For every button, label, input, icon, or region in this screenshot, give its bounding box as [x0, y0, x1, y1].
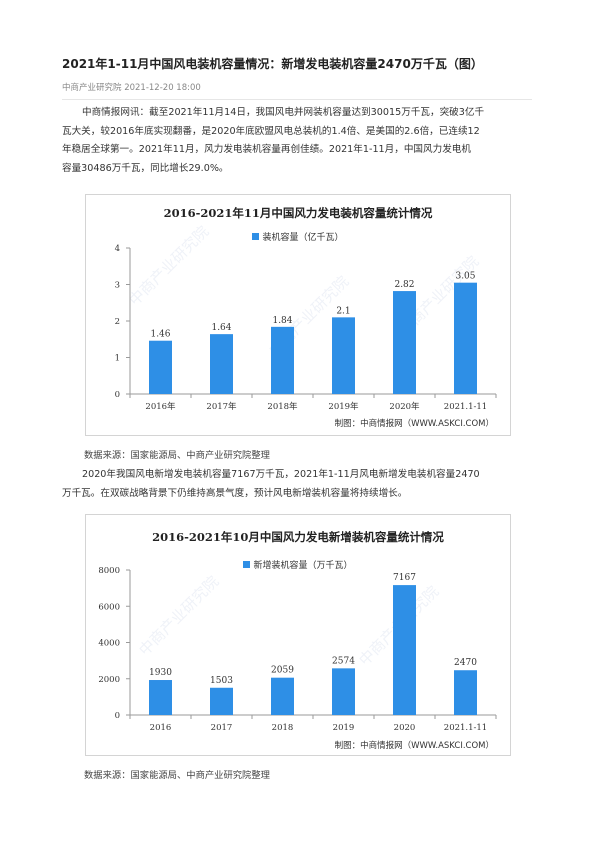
chart-title: 2016-2021年11月中国风力发电装机容量统计情况 — [163, 206, 433, 220]
x-tick-label: 2019 — [333, 723, 355, 733]
bar — [149, 680, 172, 715]
bar — [149, 340, 172, 394]
bar — [393, 585, 416, 715]
data-source-note: 数据来源：国家能源局、中商产业研究院整理 — [84, 450, 270, 461]
bar — [454, 670, 477, 715]
article-title: 2021年1-11月中国风电装机容量情况：新增发电装机容量2470万千瓦（图） — [62, 57, 483, 71]
bar-value-label: 2.1 — [336, 306, 350, 316]
x-tick-label: 2017 — [211, 723, 233, 733]
paragraph-line: 2020年我国风电新增发电装机容量7167万千瓦，2021年1-11月风电新增发… — [82, 469, 480, 480]
y-tick-label: 3 — [115, 281, 120, 291]
new-capacity-chart-plot: 0 2000 4000 6000 8000 1930 2016 1503 2017 2059 201… — [98, 566, 497, 733]
x-tick-label: 2020 — [394, 723, 416, 733]
bar-value-label: 1.84 — [272, 316, 292, 326]
bar — [332, 317, 355, 394]
bar — [210, 334, 233, 394]
bar — [210, 687, 233, 715]
x-tick-label: 2017年 — [206, 401, 237, 412]
capacity-chart: 中商产业研究院 中商产业研究院 中商产业研究院 0 1 2 3 4 1.46 2016年 1.… — [85, 194, 511, 436]
bar — [271, 677, 294, 715]
chart-credit: 制图：中商情报网（WWW.ASKCI.COM） — [334, 419, 494, 429]
y-tick-label: 0 — [115, 711, 120, 721]
chart-legend: 装机容量（亿千瓦） — [86, 230, 510, 243]
legend-label: 新增装机容量（万千瓦） — [253, 561, 353, 571]
title-divider — [62, 99, 532, 100]
legend-label: 装机容量（亿千瓦） — [262, 233, 344, 243]
paragraph-line: 万千瓦。在双碳战略背景下仍维持高景气度，预计风电新增装机容量将持续增长。 — [62, 487, 408, 499]
article-meta: 中商产业研究院 2021-12-20 18:00 — [62, 83, 201, 93]
x-tick-label: 2020年 — [389, 401, 420, 412]
second-paragraph: 2020年我国风电新增发电装机容量7167万千瓦，2021年1-11月风电新增发… — [62, 466, 534, 503]
x-tick-label: 2018 — [272, 723, 294, 733]
bar-value-label: 2470 — [454, 658, 477, 668]
data-source-note: 数据来源：国家能源局、中商产业研究院整理 — [84, 770, 270, 781]
x-tick-label: 2016 — [150, 723, 172, 733]
y-tick-label: 4000 — [98, 639, 120, 649]
bar — [454, 282, 477, 394]
y-tick-label: 1 — [115, 354, 120, 364]
bar-value-label: 1503 — [210, 676, 233, 686]
y-tick-label: 6000 — [98, 602, 120, 612]
bar-value-label: 1930 — [149, 668, 172, 678]
bar — [332, 668, 355, 715]
bar-value-label: 2574 — [332, 656, 355, 666]
paragraph-line: 中商情报网讯：截至2021年11月14日，我国风电并网装机容量达到30015万千… — [82, 107, 485, 118]
legend-swatch — [252, 233, 260, 240]
bar — [271, 326, 294, 394]
chart-legend: 新增装机容量（万千瓦） — [86, 558, 510, 571]
x-tick-label: 2018年 — [267, 401, 298, 412]
x-tick-label: 2021.1-11 — [444, 402, 487, 412]
y-tick-label: 0 — [115, 390, 120, 400]
y-tick-label: 2 — [115, 317, 120, 327]
chart-credit: 制图：中商情报网（WWW.ASKCI.COM） — [334, 741, 494, 751]
chart-title: 2016-2021年10月中国风力发电新增装机容量统计情况 — [152, 530, 444, 544]
intro-paragraph: 中商情报网讯：截至2021年11月14日，我国风电并网装机容量达到30015万千… — [62, 104, 534, 178]
bar-value-label: 2059 — [271, 666, 294, 676]
y-tick-label: 4 — [115, 244, 120, 254]
bar-value-label: 2.82 — [394, 280, 414, 290]
paragraph-line: 年稳居全球第一。2021年11月，风力发电装机容量再创佳绩。2021年1-11月… — [62, 144, 471, 155]
bar — [393, 291, 416, 394]
paragraph-line: 瓦大关，较2016年底实现翻番，是2020年底欧盟风电总装机的1.4倍、是美国的… — [62, 125, 480, 137]
x-tick-label: 2021.1-11 — [444, 723, 487, 733]
y-tick-label: 2000 — [98, 675, 120, 685]
y-tick-label: 8000 — [98, 566, 120, 576]
bar-value-label: 7167 — [393, 573, 416, 583]
bar-value-label: 1.46 — [150, 330, 170, 340]
bar-value-label: 3.05 — [455, 272, 475, 282]
legend-swatch — [243, 561, 251, 568]
capacity-chart-plot: 0 1 2 3 4 1.46 2016年 1.64 2017年 1.84 2018年 2.1 2019年… — [115, 244, 497, 412]
bar-value-label: 1.64 — [211, 323, 231, 333]
new-capacity-chart: 中商产业研究院 中商产业研究院 020004000600080001930201… — [85, 514, 511, 756]
x-tick-label: 2016年 — [145, 401, 176, 412]
x-tick-label: 2019年 — [328, 401, 359, 412]
paragraph-line: 容量30486万千瓦，同比增长29.0%。 — [62, 162, 229, 174]
